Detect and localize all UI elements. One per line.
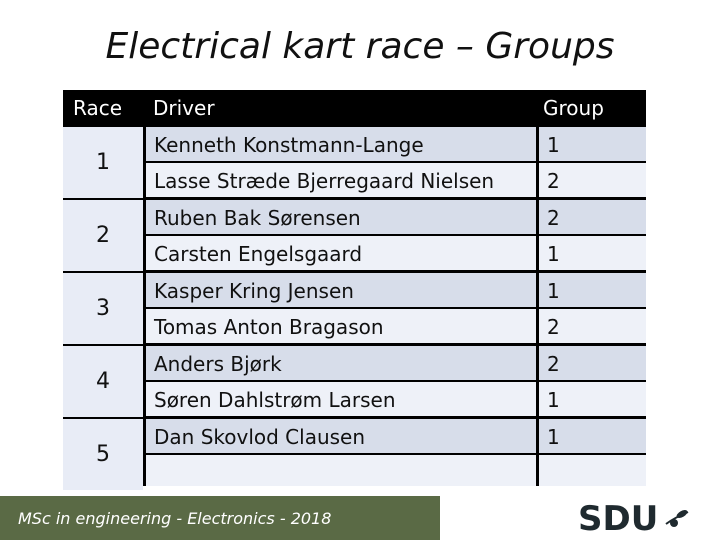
driver-cell: Dan Skovlod Clausen bbox=[146, 419, 536, 453]
column-header-race: Race bbox=[73, 96, 123, 120]
group-cell: 1 bbox=[539, 273, 646, 307]
group-cell: 1 bbox=[539, 419, 646, 453]
sdu-logo: SDU bbox=[578, 500, 698, 538]
driver-cell: Kenneth Konstmann-Lange bbox=[146, 127, 536, 161]
slide-title: Electrical kart race – Groups bbox=[105, 26, 615, 67]
driver-cell: Anders Bjørk bbox=[146, 346, 536, 380]
driver-cell: Kasper Kring Jensen bbox=[146, 273, 536, 307]
group-cell bbox=[539, 455, 646, 486]
olive-branch-icon bbox=[665, 510, 689, 527]
group-cell: 1 bbox=[539, 127, 646, 161]
driver-cell: Carsten Engelsgaard bbox=[146, 236, 536, 270]
group-cell: 2 bbox=[539, 163, 646, 197]
group-cell: 1 bbox=[539, 382, 646, 416]
footer-bar: MSc in engineering - Electronics - 2018 bbox=[0, 496, 440, 540]
column-header-group: Group bbox=[543, 96, 604, 120]
group-cell: 2 bbox=[539, 200, 646, 234]
race-number: 4 bbox=[63, 346, 143, 417]
race-number: 3 bbox=[63, 273, 143, 344]
driver-cell: Ruben Bak Sørensen bbox=[146, 200, 536, 234]
groups-table: Race Driver Group 1 2 3 4 5 Kenneth Kons… bbox=[63, 90, 646, 490]
group-cell: 1 bbox=[539, 236, 646, 270]
driver-cell: Tomas Anton Bragason bbox=[146, 309, 536, 343]
footer-text: MSc in engineering - Electronics - 2018 bbox=[18, 509, 332, 528]
race-number: 2 bbox=[63, 200, 143, 271]
group-cell: 2 bbox=[539, 309, 646, 343]
driver-cell: Lasse Stræde Bjerregaard Nielsen bbox=[146, 163, 536, 197]
race-number: 5 bbox=[63, 419, 143, 490]
column-header-driver: Driver bbox=[153, 96, 215, 120]
driver-cell bbox=[146, 455, 536, 486]
driver-cell: Søren Dahlstrøm Larsen bbox=[146, 382, 536, 416]
group-cell: 2 bbox=[539, 346, 646, 380]
logo-text: SDU bbox=[578, 499, 659, 539]
race-number: 1 bbox=[63, 127, 143, 198]
